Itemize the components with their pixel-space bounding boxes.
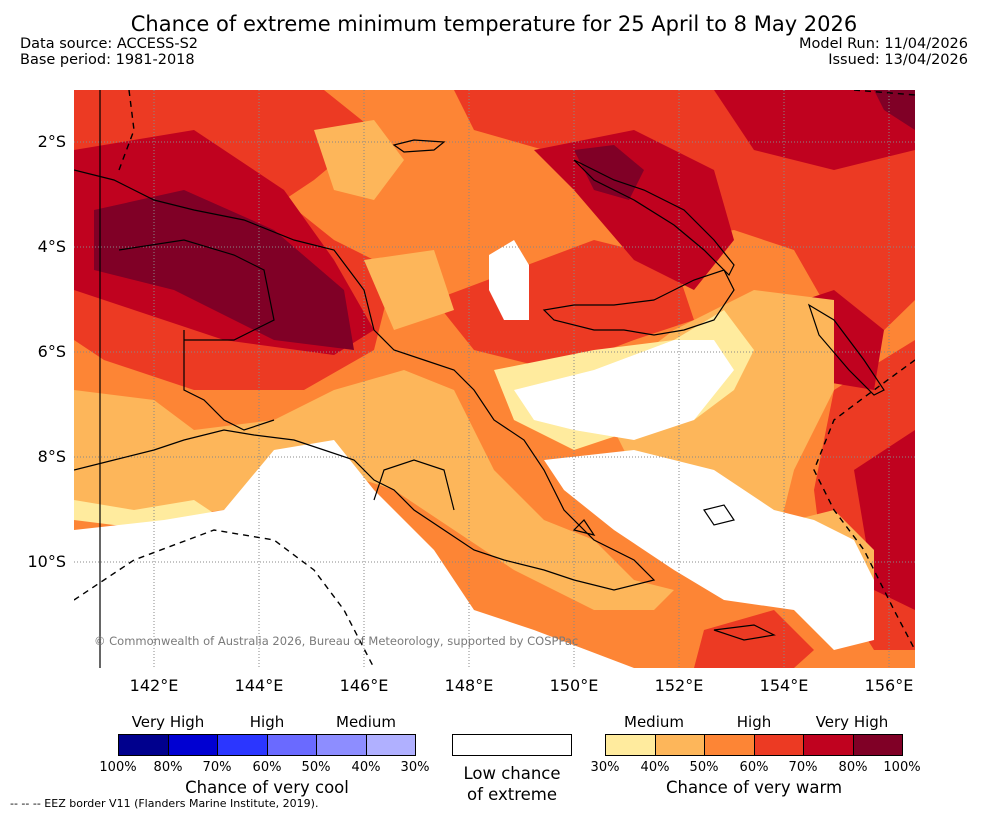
- lat-label-8s: 8°S: [37, 447, 66, 466]
- lat-label-4s: 4°S: [37, 237, 66, 256]
- cool-swatch: [317, 735, 367, 755]
- cool-swatch: [119, 735, 169, 755]
- lat-label-6s: 6°S: [37, 342, 66, 361]
- lon-label-152e: 152°E: [654, 676, 704, 695]
- lat-label-2s: 2°S: [37, 132, 66, 151]
- data-source: Data source: ACCESS-S2: [20, 36, 199, 52]
- warm-colorbar: [605, 734, 903, 756]
- cool-tick: 80%: [153, 760, 183, 775]
- lon-label-148e: 148°E: [444, 676, 494, 695]
- warm-swatch: [804, 735, 854, 755]
- warm-swatch: [853, 735, 902, 755]
- model-run: Model Run: 11/04/2026: [798, 36, 968, 52]
- map-title: Chance of extreme minimum temperature fo…: [130, 12, 858, 36]
- cool-header-medium: Medium: [336, 713, 396, 731]
- warm-swatch: [655, 735, 705, 755]
- low-chance-caption-line1: Low chance: [463, 764, 561, 783]
- cool-header-very-high: Very High: [131, 713, 205, 731]
- warm-tick: 30%: [590, 760, 620, 775]
- forecast-map[interactable]: [74, 90, 915, 668]
- warm-tick: 60%: [739, 760, 769, 775]
- cool-caption: Chance of very cool: [185, 778, 349, 797]
- low-chance-swatch-box: [452, 734, 572, 756]
- warm-swatch: [606, 735, 656, 755]
- warm-swatch: [705, 735, 755, 755]
- cool-tick: 30%: [400, 760, 430, 775]
- cool-tick: 40%: [351, 760, 381, 775]
- low-chance-swatch: [453, 735, 571, 755]
- warm-tick: 50%: [689, 760, 719, 775]
- warm-tick: 100%: [883, 760, 921, 775]
- lon-label-156e: 156°E: [864, 676, 914, 695]
- warm-header-medium: Medium: [624, 713, 684, 731]
- cool-swatch: [267, 735, 317, 755]
- warm-swatch: [754, 735, 804, 755]
- cool-tick: 100%: [99, 760, 137, 775]
- cool-header-high: High: [249, 713, 285, 731]
- cool-swatch: [366, 735, 415, 755]
- lat-label-10s: 10°S: [27, 552, 66, 571]
- warm-caption: Chance of very warm: [665, 778, 843, 797]
- cool-tick: 50%: [301, 760, 331, 775]
- lon-label-144e: 144°E: [234, 676, 284, 695]
- base-period: Base period: 1981-2018: [20, 52, 195, 68]
- cool-tick: 60%: [252, 760, 282, 775]
- lon-label-142e: 142°E: [129, 676, 179, 695]
- low-chance-caption-line2: of extreme: [466, 785, 558, 804]
- lon-label-154e: 154°E: [759, 676, 809, 695]
- cool-swatch: [218, 735, 268, 755]
- warm-header-very-high: Very High: [815, 713, 889, 731]
- cool-colorbar: [118, 734, 416, 756]
- lon-label-146e: 146°E: [339, 676, 389, 695]
- warm-tick: 80%: [838, 760, 868, 775]
- copyright-notice: © Commonwealth of Australia 2026, Bureau…: [94, 634, 579, 648]
- cool-swatch: [168, 735, 218, 755]
- lon-label-150e: 150°E: [549, 676, 599, 695]
- eez-border-note: -- -- -- EEZ border V11 (Flanders Marine…: [10, 797, 319, 810]
- warm-header-high: High: [736, 713, 772, 731]
- cool-tick: 70%: [202, 760, 232, 775]
- issued-date: Issued: 13/04/2026: [828, 52, 968, 68]
- warm-tick: 40%: [640, 760, 670, 775]
- warm-tick: 70%: [788, 760, 818, 775]
